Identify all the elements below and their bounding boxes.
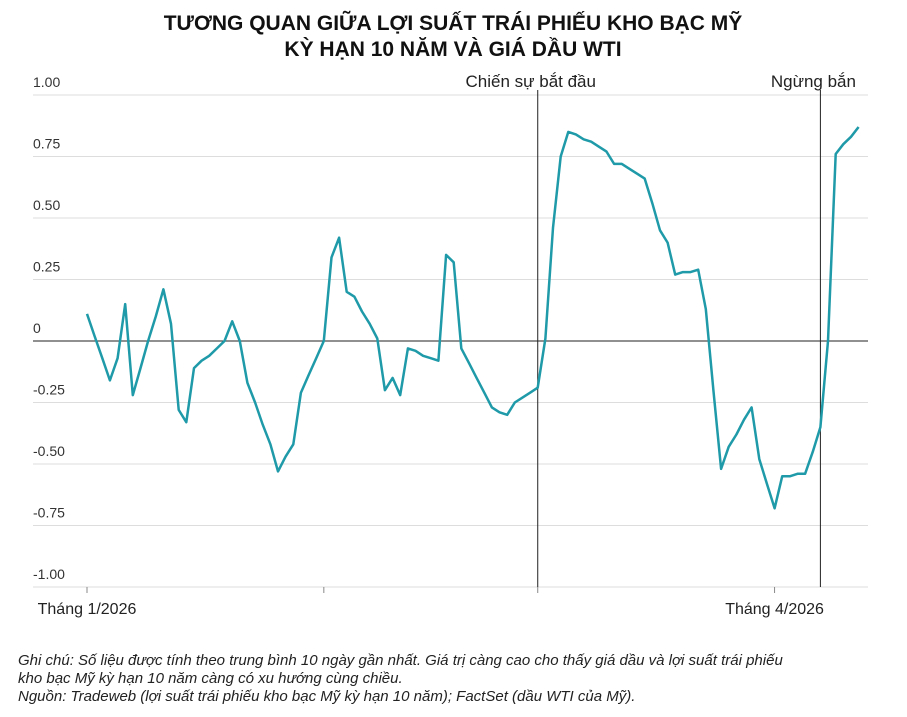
y-tick-label: 0 (33, 320, 41, 336)
y-tick-label: 0.50 (33, 197, 60, 213)
y-tick-label: 0.25 (33, 259, 60, 275)
y-tick-label: -1.00 (33, 566, 65, 582)
annotation-label: Ngừng bắn (771, 72, 856, 91)
chart-title: KỲ HẠN 10 NĂM VÀ GIÁ DẦU WTI (284, 37, 621, 61)
annotation-label: Chiến sự bắt đầu (466, 72, 596, 91)
x-tick-label: Tháng 1/2026 (38, 601, 137, 618)
y-tick-label: 1.00 (33, 74, 60, 90)
y-tick-label: -0.75 (33, 505, 65, 521)
source: Nguồn: Tradeweb (lợi suất trái phiếu kho… (18, 688, 636, 705)
y-tick-label: 0.75 (33, 136, 60, 152)
x-tick-label: Tháng 4/2026 (725, 601, 824, 618)
y-tick-label: -0.50 (33, 443, 65, 459)
chart-title: TƯƠNG QUAN GIỮA LỢI SUẤT TRÁI PHIẾU KHO … (164, 11, 743, 35)
chart: TƯƠNG QUAN GIỮA LỢI SUẤT TRÁI PHIẾU KHO … (33, 11, 868, 618)
data-line (85, 126, 860, 510)
note: Ghi chú: Số liệu được tính theo trung bì… (18, 652, 783, 687)
y-tick-label: -0.25 (33, 382, 65, 398)
